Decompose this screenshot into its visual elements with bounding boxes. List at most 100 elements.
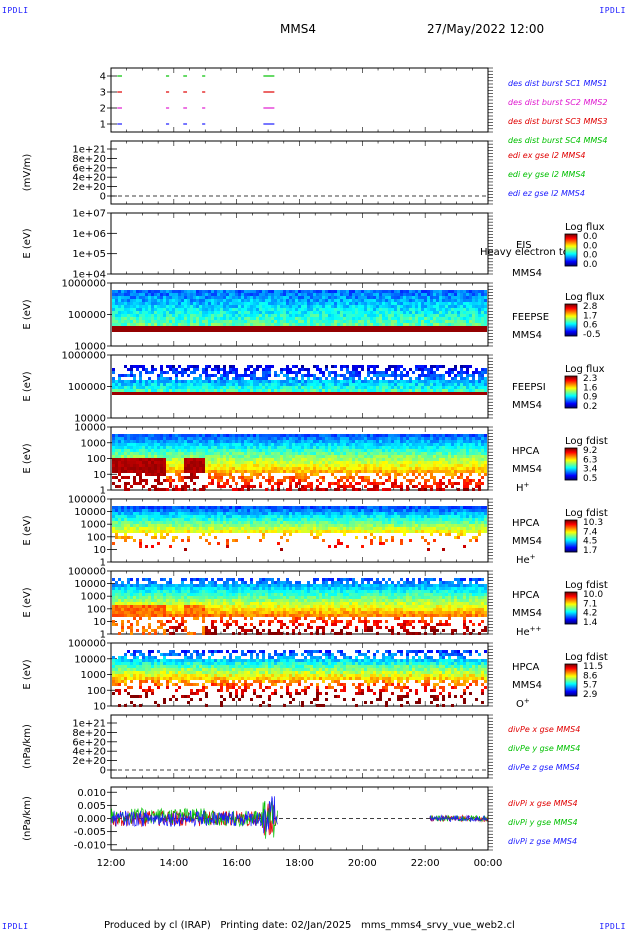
spectro-cell xyxy=(172,365,175,368)
spectro-cell xyxy=(115,470,118,473)
legend-entry: des dist burst SC4 MMS4 xyxy=(508,136,607,145)
spectro-cell xyxy=(142,317,145,320)
spectro-cell xyxy=(136,455,139,458)
colorbar-tick-label: 0.6 xyxy=(583,321,598,331)
spectro-cell xyxy=(187,458,190,461)
spectro-cell xyxy=(193,290,196,293)
spectro-cell xyxy=(166,446,169,449)
spectro-cell xyxy=(238,449,241,452)
spectro-cell xyxy=(295,314,298,317)
spectro-cell xyxy=(247,308,250,311)
spectro-cell xyxy=(370,389,373,392)
spectro-cell xyxy=(322,488,325,491)
spectro-cell xyxy=(280,455,283,458)
spectro-cell xyxy=(373,317,376,320)
spectro-cell xyxy=(349,317,352,320)
spectro-cell xyxy=(328,374,331,377)
spectro-cell xyxy=(265,458,268,461)
spectro-cell xyxy=(418,380,421,383)
spectro-cell xyxy=(214,470,217,473)
spectro-cell xyxy=(466,296,469,299)
spectro-cell xyxy=(394,320,397,323)
spectro-cell xyxy=(289,314,292,317)
spectro-cell xyxy=(286,329,289,332)
spectro-cell xyxy=(154,473,157,476)
spectro-cell xyxy=(205,380,208,383)
spectro-cell xyxy=(478,386,481,389)
spectro-cell xyxy=(247,329,250,332)
spectro-cell xyxy=(292,317,295,320)
spectro-cell xyxy=(334,437,337,440)
spectro-cell xyxy=(265,389,268,392)
spectro-cell xyxy=(208,446,211,449)
spectro-cell xyxy=(361,437,364,440)
spectro-cell xyxy=(199,452,202,455)
spectro-cell xyxy=(295,467,298,470)
spectro-cell xyxy=(328,437,331,440)
spectro-cell xyxy=(352,329,355,332)
spectro-cell xyxy=(283,461,286,464)
spectro-cell xyxy=(145,323,148,326)
spectro-cell xyxy=(397,290,400,293)
spectro-cell xyxy=(340,455,343,458)
spectro-cell xyxy=(253,290,256,293)
spectro-cell xyxy=(226,443,229,446)
spectro-cell xyxy=(199,461,202,464)
spectro-cell xyxy=(175,389,178,392)
spectro-cell xyxy=(367,386,370,389)
spectro-cell xyxy=(427,323,430,326)
spectro-cell xyxy=(304,314,307,317)
spectro-cell xyxy=(307,437,310,440)
spectro-cell xyxy=(247,479,250,482)
spectro-cell xyxy=(229,365,232,368)
spectro-cell xyxy=(481,323,484,326)
spectro-cell xyxy=(481,371,484,374)
spectro-cell xyxy=(184,434,187,437)
spectro-cell xyxy=(334,461,337,464)
spectro-cell xyxy=(295,386,298,389)
spectro-cell xyxy=(415,386,418,389)
spectro-cell xyxy=(247,470,250,473)
spectro-cell xyxy=(148,467,151,470)
spectro-cell xyxy=(334,374,337,377)
spectro-cell xyxy=(274,302,277,305)
spectro-cell xyxy=(115,452,118,455)
spectro-cell xyxy=(181,443,184,446)
spectro-cell xyxy=(145,308,148,311)
spectro-cell xyxy=(220,461,223,464)
spectro-cell xyxy=(352,458,355,461)
spectro-cell xyxy=(448,323,451,326)
spectro-cell xyxy=(217,323,220,326)
spectro-cell xyxy=(226,305,229,308)
spectro-cell xyxy=(388,329,391,332)
legend-entry: edi ez gse l2 MMS4 xyxy=(508,189,585,198)
spectro-cell xyxy=(460,365,463,368)
spectro-cell xyxy=(190,326,193,329)
spectro-cell xyxy=(439,380,442,383)
spectro-cell xyxy=(112,386,115,389)
spectro-cell xyxy=(418,374,421,377)
spectro-cell xyxy=(199,317,202,320)
spectro-cell xyxy=(148,299,151,302)
spectro-cell xyxy=(337,299,340,302)
spectro-cell xyxy=(238,461,241,464)
spectro-cell xyxy=(385,299,388,302)
spectro-cell xyxy=(154,434,157,437)
spectro-cell xyxy=(481,296,484,299)
spectro-cell xyxy=(229,371,232,374)
spectro-cell xyxy=(433,371,436,374)
spectro-cell xyxy=(118,470,121,473)
spectro-cell xyxy=(484,392,487,395)
spectro-cell xyxy=(292,443,295,446)
spectro-cell xyxy=(151,485,154,488)
spectro-cell xyxy=(178,386,181,389)
spectro-cell xyxy=(343,308,346,311)
spectro-cell xyxy=(196,302,199,305)
spectro-cell xyxy=(250,299,253,302)
spectro-cell xyxy=(238,380,241,383)
spectro-cell xyxy=(445,386,448,389)
spectro-cell xyxy=(169,290,172,293)
spectro-cell xyxy=(220,485,223,488)
spectro-cell xyxy=(439,386,442,389)
spectro-cell xyxy=(394,383,397,386)
